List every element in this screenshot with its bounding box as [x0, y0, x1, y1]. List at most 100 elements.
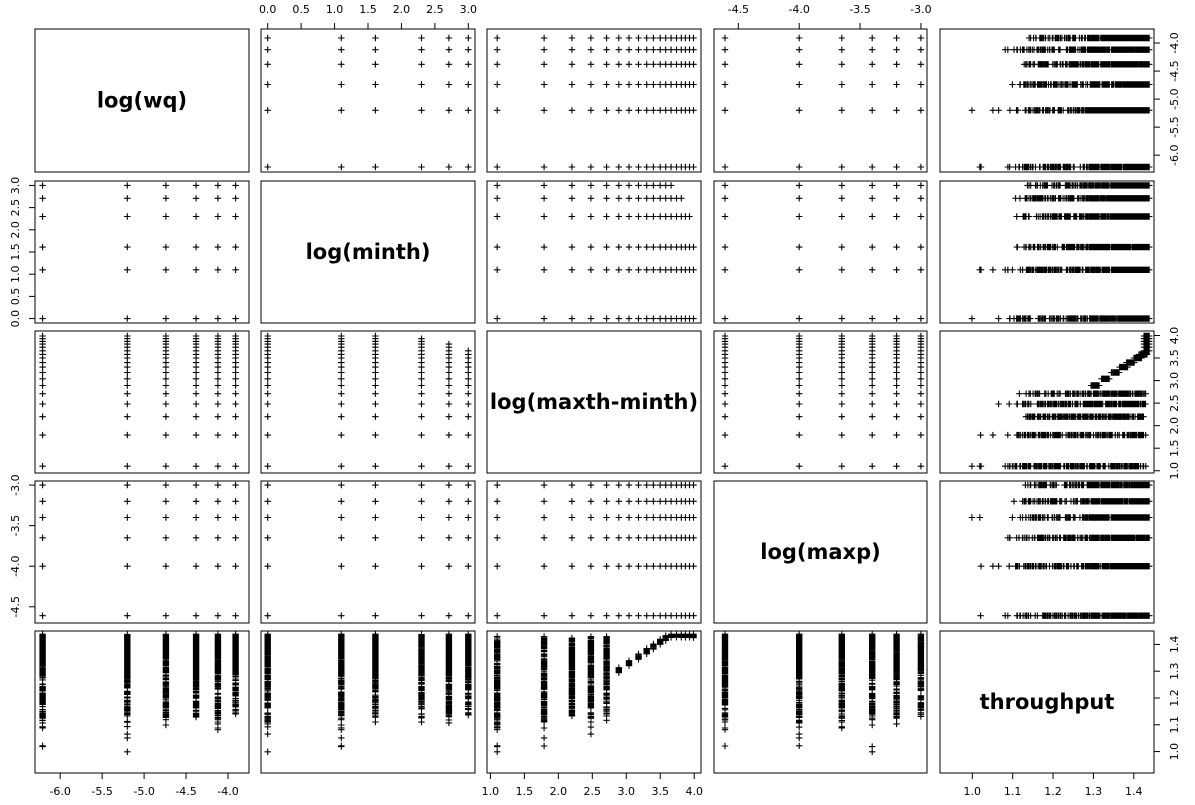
tick-label: -3.0 — [910, 3, 931, 16]
tick-label: 1.1 — [1004, 785, 1022, 798]
tick-label: -4.5 — [1168, 60, 1181, 81]
panel-throughput-vs-throughput: throughput — [939, 630, 1155, 774]
tick-label: -5.5 — [91, 785, 112, 798]
tick-label: 3.0 — [460, 3, 478, 16]
tick-label: 4.0 — [1168, 327, 1181, 345]
tick-label: 0.5 — [9, 288, 22, 306]
tick-label: -4.0 — [9, 555, 22, 576]
y-axis-right-throughput: 1.0 1.1 1.2 1.3 1.4 — [1154, 636, 1181, 761]
panel-frame — [34, 630, 250, 774]
tick-label: 1.2 — [1168, 689, 1181, 707]
panel-frame — [939, 630, 1155, 774]
panel-minth-vs-throughput — [939, 180, 1155, 324]
tick-label: -4.0 — [217, 785, 238, 798]
tick-label: -6.0 — [1168, 144, 1181, 165]
data-points — [968, 34, 1153, 171]
panel-maxth-vs-throughput — [939, 330, 1155, 474]
panel-minth-vs-minth: log(minth) — [260, 180, 476, 324]
panel-frame — [260, 28, 476, 173]
y-axis-left-maxp: -4.5 -4.0 -3.5 -3.0 — [9, 474, 35, 618]
tick-label: 1.0 — [9, 265, 22, 283]
panel-minth-vs-maxth — [486, 180, 702, 324]
tick-label: 1.0 — [326, 3, 344, 16]
panel-frame — [260, 180, 476, 324]
tick-label: -3.0 — [9, 474, 22, 495]
panel-frame — [713, 480, 928, 624]
tick-label: -4.5 — [728, 3, 749, 16]
data-points — [968, 332, 1153, 470]
panel-maxp-vs-minth — [260, 480, 476, 624]
tick-label: 3.5 — [651, 785, 669, 798]
panel-frame — [713, 180, 928, 324]
panel-wq-vs-minth — [260, 28, 476, 173]
data-points — [494, 182, 697, 322]
tick-label: -5.0 — [133, 785, 154, 798]
tick-label: 1.5 — [516, 785, 534, 798]
panel-frame — [939, 330, 1155, 474]
panel-minth-vs-wq — [34, 180, 250, 324]
panel-maxth-vs-maxp — [713, 330, 928, 474]
panel-wq-vs-wq: log(wq) — [34, 28, 250, 173]
variable-label: throughput — [980, 690, 1115, 714]
panel-frame — [486, 630, 702, 774]
variable-label: log(maxp) — [760, 540, 880, 564]
y-axis-left-minth: 0.0 0.5 1.0 1.5 2.0 2.5 3.0 — [9, 177, 35, 328]
panel-wq-vs-maxth — [486, 28, 702, 173]
data-points — [721, 182, 925, 322]
tick-label: -3.5 — [849, 3, 870, 16]
panel-maxp-vs-wq — [34, 480, 250, 624]
panel-wq-vs-throughput — [939, 28, 1155, 173]
panel-frame — [34, 28, 250, 173]
panel-maxp-vs-throughput — [939, 480, 1155, 624]
data-points — [494, 481, 697, 619]
panel-frame — [260, 480, 476, 624]
panel-frame — [939, 480, 1155, 624]
tick-label: 2.0 — [9, 221, 22, 239]
panel-frame — [486, 480, 702, 624]
tick-label: -5.0 — [1168, 88, 1181, 109]
tick-label: 1.5 — [1168, 439, 1181, 457]
tick-label: -5.5 — [1168, 116, 1181, 137]
data-points — [721, 332, 925, 470]
data-points — [968, 481, 1153, 619]
tick-label: -4.0 — [1168, 32, 1181, 53]
data-points — [494, 34, 697, 171]
panel-maxth-vs-minth — [260, 330, 476, 474]
tick-label: 3.0 — [9, 177, 22, 195]
panel-maxth-vs-maxth: log(maxth-minth) — [486, 330, 702, 474]
panel-minth-vs-maxp — [713, 180, 928, 324]
tick-label: -6.0 — [49, 785, 70, 798]
tick-label: 2.0 — [550, 785, 568, 798]
tick-label: 1.0 — [1168, 743, 1181, 761]
data-points — [264, 481, 472, 619]
panel-frame — [34, 330, 250, 474]
tick-label: 2.0 — [393, 3, 411, 16]
data-points — [721, 631, 925, 755]
panel-throughput-vs-maxth — [486, 630, 702, 774]
x-axis-top-minth: 0.0 0.5 1.0 1.5 2.0 2.5 3.0 — [259, 3, 477, 29]
tick-label: 0.0 — [9, 310, 22, 328]
data-points — [39, 481, 239, 619]
data-points — [264, 332, 472, 470]
tick-label: 4.0 — [685, 785, 703, 798]
variable-label: log(maxth-minth) — [490, 390, 698, 414]
panel-maxth-vs-wq — [34, 330, 250, 474]
data-points — [39, 332, 239, 470]
tick-label: 0.0 — [259, 3, 277, 16]
tick-label: 1.0 — [964, 785, 982, 798]
tick-label: 3.5 — [1168, 349, 1181, 367]
tick-label: -4.5 — [9, 596, 22, 617]
tick-label: 3.0 — [618, 785, 636, 798]
panel-maxp-vs-maxp: log(maxp) — [713, 480, 928, 624]
panel-frame — [260, 630, 476, 774]
panel-frame — [486, 330, 702, 474]
data-points — [264, 631, 472, 755]
tick-label: 1.3 — [1168, 662, 1181, 680]
panel-frame — [34, 480, 250, 624]
x-axis-bottom-throughput: 1.0 1.1 1.2 1.3 1.4 — [964, 773, 1143, 798]
y-axis-right-maxth: 1.0 1.5 2.0 2.5 3.0 3.5 4.0 — [1154, 327, 1181, 479]
panel-frame — [939, 28, 1155, 173]
x-axis-bottom-wq: -6.0 -5.5 -5.0 -4.5 -4.0 — [49, 773, 239, 798]
data-points — [968, 182, 1153, 322]
